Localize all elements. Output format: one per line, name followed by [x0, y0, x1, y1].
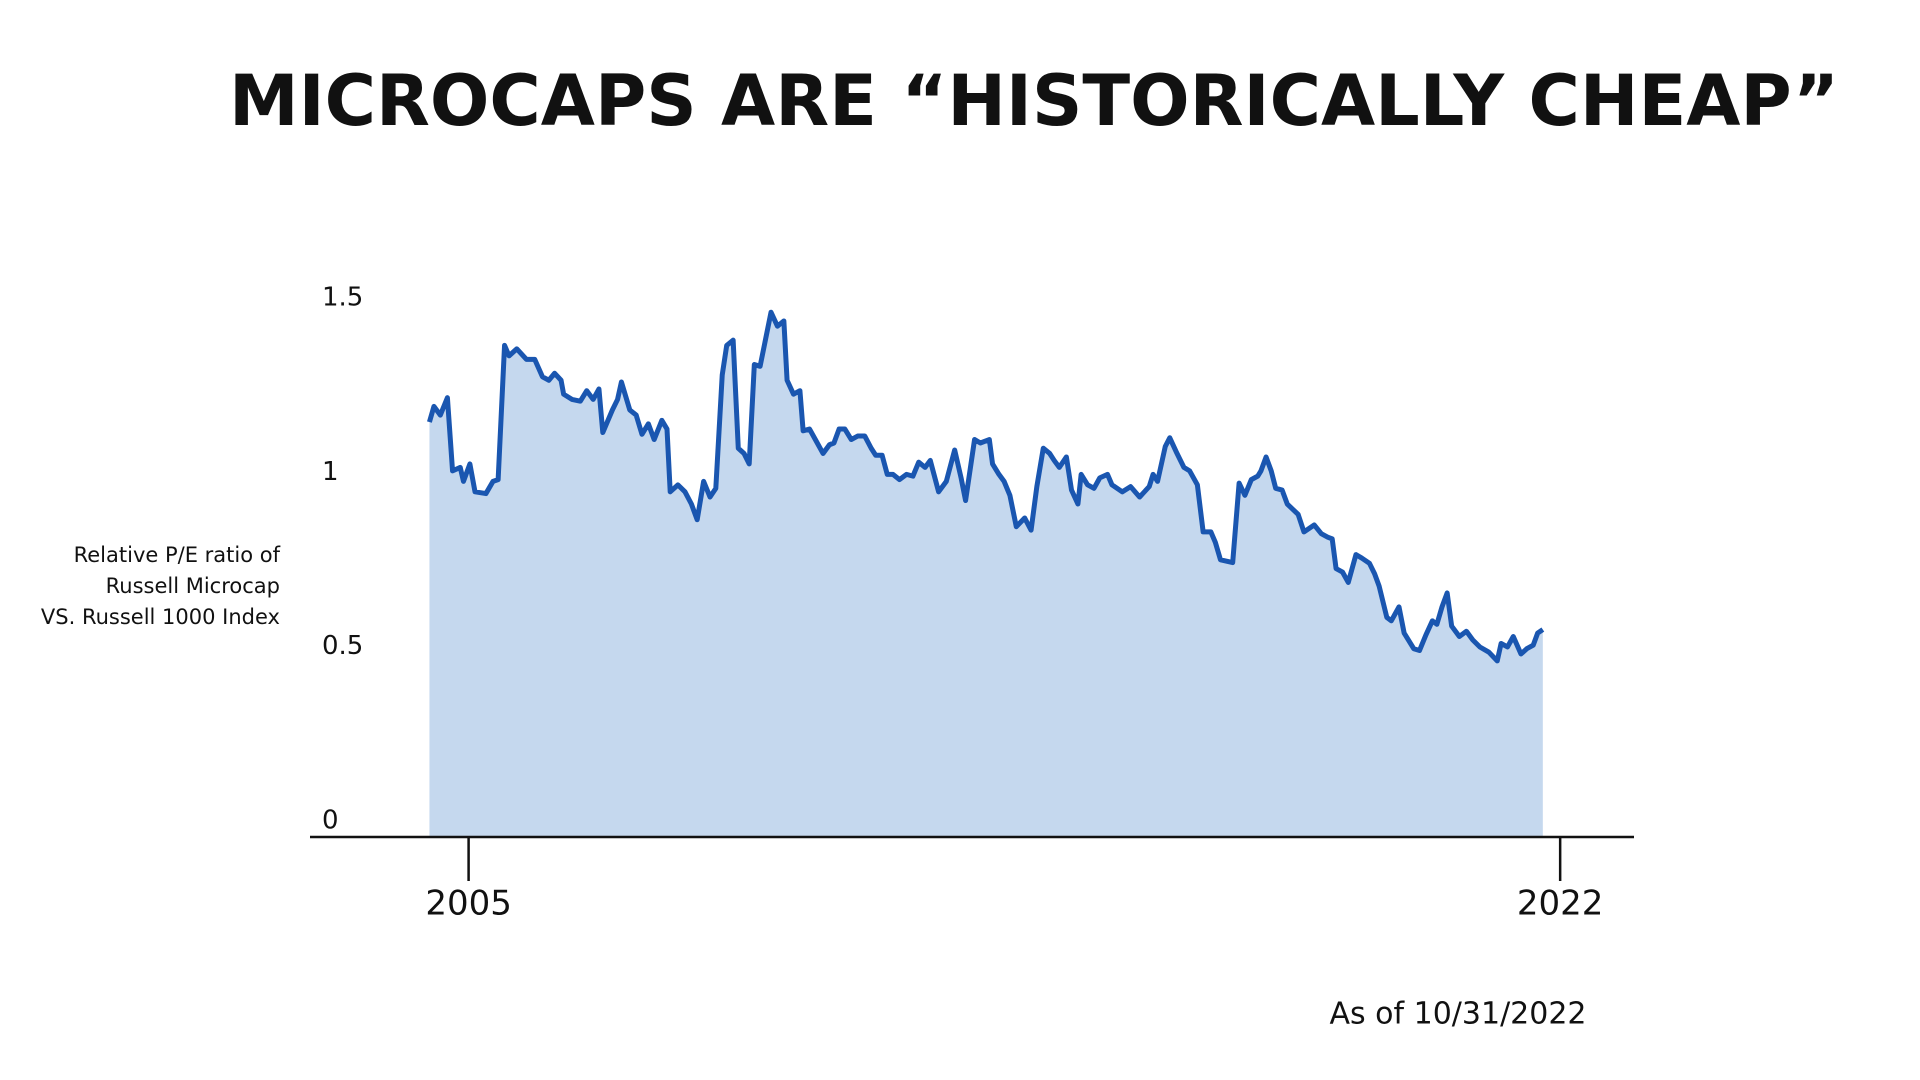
- y-axis-label: VS. Russell 1000 Index: [41, 605, 280, 629]
- area: [429, 312, 1543, 837]
- x-tick-label: 2005: [425, 884, 512, 924]
- y-axis-label: Russell Microcap: [106, 574, 280, 598]
- y-tick-label: 0.5: [322, 631, 363, 661]
- annotation: As of 10/31/2022: [1329, 997, 1586, 1032]
- y-tick-label: 1: [322, 457, 339, 487]
- chart-title: MICROCAPS ARE “HISTORICALLY CHEAP”: [229, 60, 1839, 142]
- y-tick-label: 1.5: [322, 283, 363, 313]
- y-tick-label: 0: [322, 806, 339, 836]
- x-tick-label: 2022: [1517, 884, 1604, 924]
- line: [427, 309, 1545, 664]
- y-axis-label: Relative P/E ratio of: [74, 543, 281, 567]
